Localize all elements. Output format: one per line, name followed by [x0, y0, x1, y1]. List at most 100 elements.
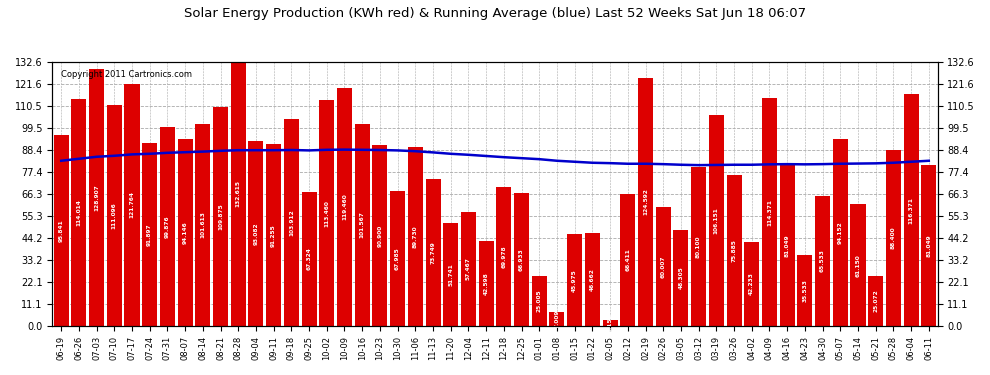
Text: 132.615: 132.615: [236, 180, 241, 207]
Bar: [797, 255, 813, 326]
Bar: [868, 276, 883, 326]
Bar: [408, 147, 423, 326]
Bar: [177, 139, 193, 326]
Bar: [762, 98, 777, 326]
Text: 88.400: 88.400: [891, 227, 896, 249]
Bar: [478, 241, 494, 326]
Text: 106.151: 106.151: [714, 207, 719, 234]
Bar: [444, 223, 458, 326]
Text: Solar Energy Production (KWh red) & Running Average (blue) Last 52 Weeks Sat Jun: Solar Energy Production (KWh red) & Runn…: [184, 8, 806, 21]
Text: 124.592: 124.592: [643, 189, 648, 215]
Bar: [53, 135, 68, 326]
Text: 114.371: 114.371: [767, 199, 772, 226]
Bar: [603, 320, 618, 326]
Text: 116.371: 116.371: [909, 196, 914, 223]
Bar: [354, 124, 369, 326]
Text: 25.005: 25.005: [537, 290, 542, 312]
Text: 46.662: 46.662: [590, 268, 595, 291]
Bar: [89, 69, 104, 326]
Bar: [372, 145, 387, 326]
Text: 89.730: 89.730: [413, 225, 418, 248]
Text: 3.152: 3.152: [608, 314, 613, 332]
Bar: [213, 107, 228, 326]
Bar: [673, 230, 688, 326]
Bar: [744, 242, 759, 326]
Text: 25.072: 25.072: [873, 290, 878, 312]
Text: 109.875: 109.875: [218, 203, 223, 230]
Bar: [886, 150, 901, 326]
Text: 73.749: 73.749: [431, 241, 436, 264]
Text: 65.533: 65.533: [820, 249, 825, 272]
Bar: [319, 100, 335, 326]
Text: 60.007: 60.007: [660, 255, 665, 278]
Bar: [780, 165, 795, 326]
Text: 94.146: 94.146: [182, 221, 188, 244]
Text: 95.841: 95.841: [58, 219, 63, 242]
Text: 128.907: 128.907: [94, 184, 99, 211]
Text: 69.978: 69.978: [501, 245, 506, 268]
Text: 94.152: 94.152: [838, 221, 842, 244]
Bar: [337, 88, 352, 326]
Text: 81.049: 81.049: [927, 234, 932, 256]
Text: 90.900: 90.900: [377, 224, 382, 247]
Bar: [655, 207, 671, 326]
Text: 111.096: 111.096: [112, 202, 117, 229]
Text: 35.533: 35.533: [802, 279, 808, 302]
Text: 75.885: 75.885: [732, 239, 737, 262]
Bar: [850, 204, 865, 326]
Bar: [461, 211, 476, 326]
Bar: [904, 94, 919, 326]
Bar: [727, 175, 742, 326]
Bar: [248, 141, 263, 326]
Bar: [922, 165, 937, 326]
Text: 99.876: 99.876: [165, 215, 170, 238]
Text: 113.460: 113.460: [325, 200, 330, 226]
Bar: [107, 105, 122, 326]
Bar: [585, 233, 600, 326]
Text: 101.613: 101.613: [200, 211, 205, 238]
Text: 103.912: 103.912: [289, 209, 294, 236]
Text: 66.933: 66.933: [519, 248, 524, 271]
Text: 61.150: 61.150: [855, 254, 860, 276]
Text: 42.233: 42.233: [749, 273, 754, 296]
Text: 51.741: 51.741: [448, 263, 453, 286]
Bar: [691, 166, 706, 326]
Text: Copyright 2011 Cartronics.com: Copyright 2011 Cartronics.com: [61, 70, 192, 79]
Text: 91.255: 91.255: [271, 224, 276, 246]
Bar: [496, 187, 512, 326]
Text: 80.100: 80.100: [696, 235, 701, 258]
Text: 93.082: 93.082: [253, 222, 258, 245]
Bar: [833, 138, 847, 326]
Bar: [125, 84, 140, 326]
Bar: [567, 234, 582, 326]
Text: 67.324: 67.324: [307, 248, 312, 270]
Bar: [231, 62, 246, 326]
Bar: [390, 190, 405, 326]
Bar: [549, 312, 564, 326]
Bar: [266, 144, 281, 326]
Text: 48.305: 48.305: [678, 267, 683, 289]
Bar: [514, 193, 529, 326]
Bar: [302, 192, 317, 326]
Text: 121.764: 121.764: [130, 191, 135, 218]
Text: 81.049: 81.049: [785, 234, 790, 256]
Text: 101.567: 101.567: [359, 211, 364, 238]
Text: 42.598: 42.598: [484, 272, 489, 295]
Text: 119.460: 119.460: [342, 194, 347, 220]
Bar: [195, 124, 210, 326]
Bar: [709, 115, 724, 326]
Bar: [532, 276, 546, 326]
Text: 67.985: 67.985: [395, 247, 400, 270]
Bar: [143, 143, 157, 326]
Bar: [815, 195, 830, 326]
Text: 57.467: 57.467: [466, 257, 471, 280]
Text: 45.975: 45.975: [572, 269, 577, 292]
Bar: [160, 127, 175, 326]
Bar: [638, 78, 653, 326]
Bar: [284, 119, 299, 326]
Bar: [426, 179, 441, 326]
Bar: [621, 194, 636, 326]
Text: 7.009: 7.009: [554, 310, 559, 328]
Text: 114.014: 114.014: [76, 199, 81, 226]
Bar: [71, 99, 86, 326]
